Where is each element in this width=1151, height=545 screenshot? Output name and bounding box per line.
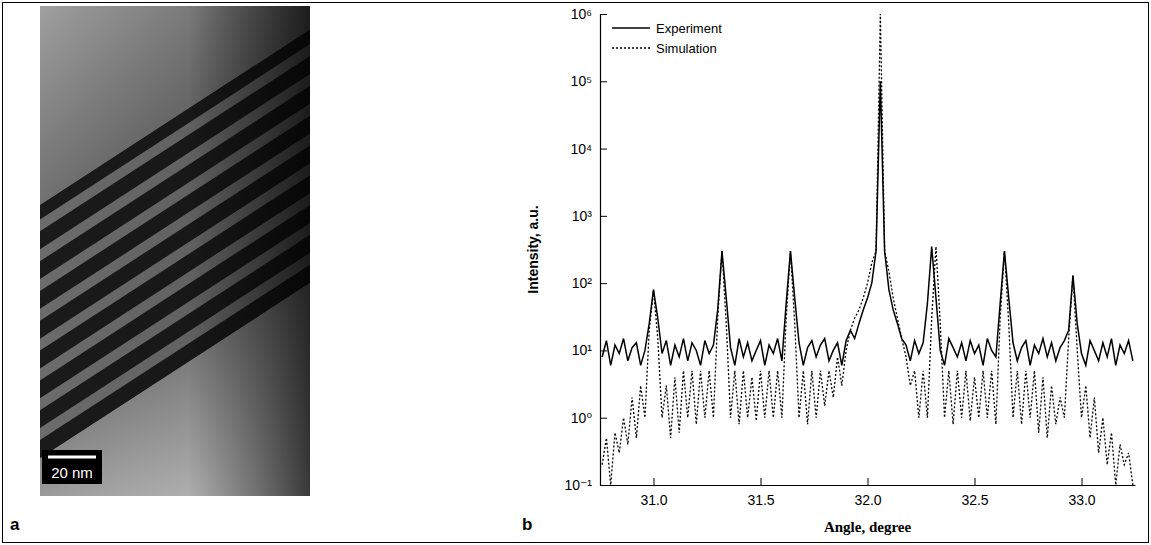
y-tick-label: 10³ bbox=[572, 208, 593, 224]
y-tick-label: 10¹ bbox=[572, 342, 593, 358]
dark-band bbox=[40, 6, 310, 496]
y-tick: 10² bbox=[572, 275, 607, 291]
x-tick-label: 31.0 bbox=[640, 492, 667, 508]
panel-label: b bbox=[522, 515, 532, 534]
scale-bar-label: 20 nm bbox=[51, 464, 93, 481]
x-tick-mark bbox=[975, 478, 976, 485]
legend: Experiment Simulation bbox=[612, 21, 722, 56]
series-line bbox=[602, 14, 1133, 485]
plot-area bbox=[602, 14, 1133, 485]
scale-bar-box bbox=[42, 450, 102, 484]
y-tick-label: 10⁵ bbox=[571, 73, 592, 89]
legend-label: Experiment bbox=[656, 21, 722, 36]
image-background bbox=[40, 6, 310, 496]
y-tick-mark bbox=[600, 14, 607, 15]
y-axis: 10⁻¹ 10⁰ 10¹ 10² 10³ 10⁴ 10⁵ 10⁶ bbox=[564, 6, 607, 493]
y-tick: 10⁵ bbox=[571, 73, 607, 89]
layer-stripe bbox=[40, 6, 310, 496]
panel-label: a bbox=[10, 515, 20, 534]
x-tick-label: 31.5 bbox=[747, 492, 774, 508]
y-tick-label: 10⁰ bbox=[571, 410, 593, 426]
legend-swatch bbox=[612, 47, 650, 49]
y-tick-label: 10⁴ bbox=[570, 141, 592, 157]
x-tick: 33.0 bbox=[1068, 478, 1095, 508]
x-tick: 31.5 bbox=[747, 478, 774, 508]
x-tick: 32.5 bbox=[961, 478, 988, 508]
x-axis: 31.0 31.5 32.0 32.5 33.0 bbox=[601, 478, 1136, 508]
y-tick: 10⁰ bbox=[571, 410, 607, 426]
y-tick-mark bbox=[600, 216, 607, 217]
tem-image bbox=[40, 6, 310, 496]
y-tick-mark bbox=[600, 149, 607, 150]
y-tick: 10³ bbox=[572, 208, 607, 224]
y-tick-label: 10⁶ bbox=[571, 6, 592, 22]
x-tick-mark bbox=[761, 478, 762, 485]
legend-swatch bbox=[612, 27, 650, 29]
x-tick-mark bbox=[868, 478, 869, 485]
y-tick: 10⁻¹ bbox=[564, 477, 607, 493]
y-axis-line bbox=[600, 15, 601, 486]
y-tick-mark bbox=[600, 283, 607, 284]
legend-label: Simulation bbox=[656, 41, 717, 56]
y-axis-title: Intensity, a.u. bbox=[525, 205, 541, 293]
y-tick-label: 10⁻¹ bbox=[564, 477, 592, 493]
image-shading bbox=[40, 6, 310, 496]
series-line bbox=[602, 81, 1133, 365]
x-tick-mark bbox=[1082, 478, 1083, 485]
multilayer bbox=[40, 6, 310, 496]
x-tick: 31.0 bbox=[640, 478, 667, 508]
scale-bar bbox=[48, 456, 96, 459]
y-tick-mark bbox=[600, 485, 607, 486]
y-tick-mark bbox=[600, 418, 607, 419]
figure: 20 nma31.031.532.032.533.010⁻¹10⁰10¹10²1… bbox=[0, 0, 1151, 545]
x-tick-mark bbox=[654, 478, 655, 485]
y-tick: 10⁴ bbox=[570, 141, 607, 157]
x-tick-label: 33.0 bbox=[1068, 492, 1095, 508]
x-tick-label: 32.0 bbox=[854, 492, 881, 508]
y-tick-label: 10² bbox=[572, 275, 593, 291]
x-tick: 32.0 bbox=[854, 478, 881, 508]
y-tick-mark bbox=[600, 81, 607, 82]
y-tick: 10⁶ bbox=[571, 6, 607, 22]
x-tick-label: 32.5 bbox=[961, 492, 988, 508]
figure-frame bbox=[3, 3, 1149, 543]
x-axis-line bbox=[601, 485, 1136, 486]
x-axis-title: Angle, degree bbox=[824, 519, 912, 535]
